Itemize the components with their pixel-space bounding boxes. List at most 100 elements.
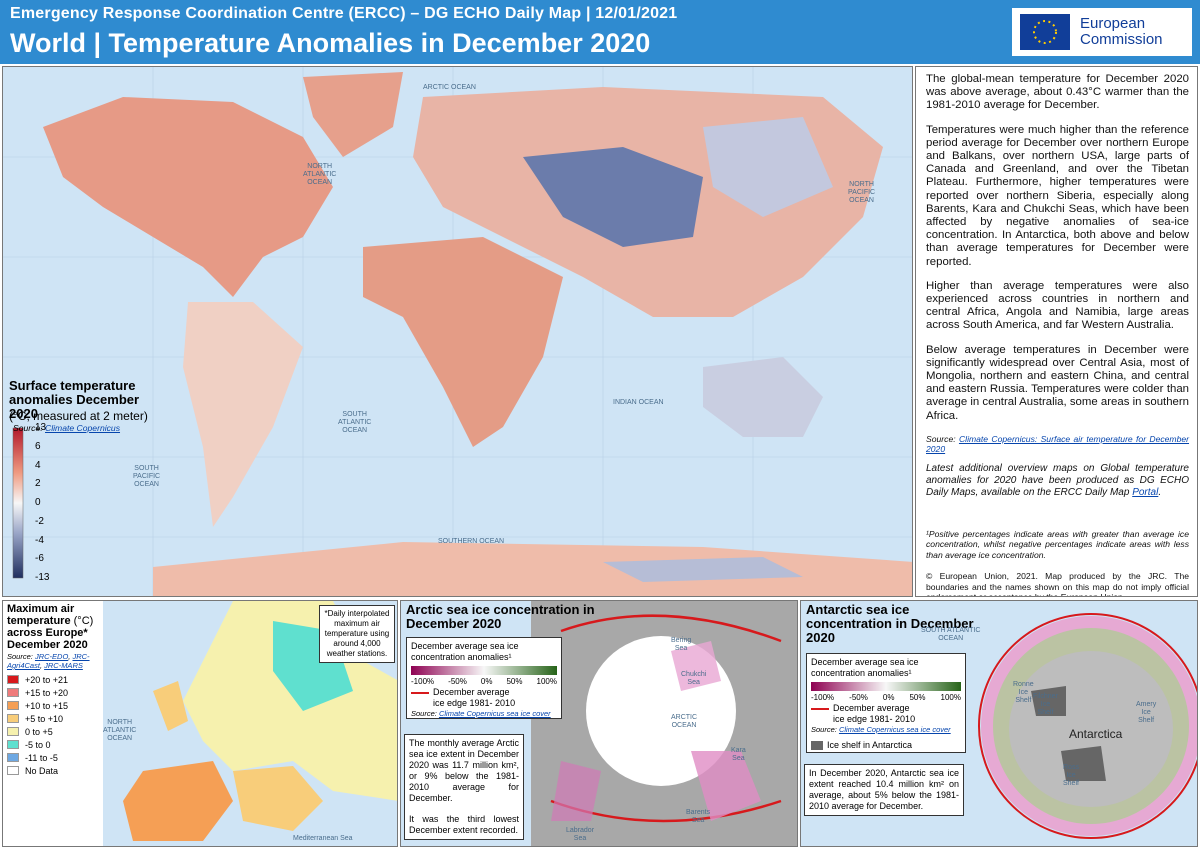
latest-end: . — [1158, 486, 1162, 498]
legend-item: +5 to +10 — [7, 712, 68, 725]
header-line1: Emergency Response Coordination Centre (… — [10, 5, 678, 22]
portal-link[interactable]: Portal — [1132, 486, 1159, 498]
title-unit: (°C) — [73, 615, 94, 627]
map-label: Filchner Ice Shelf — [1033, 693, 1058, 716]
legend-swatch — [7, 740, 19, 749]
panel-title: Arctic sea ice concentration in December… — [406, 602, 595, 631]
map-label: Bering Sea — [671, 637, 692, 652]
edge-label: December average ice edge 1981- 2010 — [833, 703, 916, 724]
legend-label: +5 to +10 — [25, 713, 64, 724]
map-label: Chukchi Sea — [681, 671, 707, 686]
legend-tick: 13 — [35, 422, 47, 433]
map-label: ARCTIC OCEAN — [671, 714, 698, 729]
legend-tick: -13 — [35, 572, 50, 583]
legend-swatch — [7, 675, 19, 684]
legend-tick: 6 — [35, 440, 41, 452]
europe-panel: Maximum air temperature (°C) across Euro… — [2, 600, 398, 847]
ramp-tick: -50% — [849, 693, 868, 702]
ramp-tick: 100% — [940, 693, 961, 702]
legend-item: -11 to -5 — [7, 751, 68, 764]
footnote: ¹Positive percentages indicate areas wit… — [926, 528, 1189, 560]
legend-item: +20 to +21 — [7, 673, 68, 686]
legend-item: -5 to 0 — [7, 738, 68, 751]
source-link[interactable]: JRC-EDO — [34, 652, 69, 661]
legend-tick: -4 — [35, 534, 44, 546]
ec-logo: European Commission — [1012, 8, 1192, 56]
copyright: © European Union, 2021. Map produced by … — [926, 571, 1189, 596]
ocean-label: SOUTH ATLANTIC OCEAN — [338, 411, 372, 434]
legend-label: +20 to +21 — [25, 674, 69, 685]
source-label: Source: — [926, 433, 956, 444]
paragraph: Temperatures were much higher than the r… — [926, 123, 1189, 268]
legend-swatch — [7, 688, 19, 697]
source-label: Source: — [411, 709, 437, 718]
legend-label: No Data — [25, 765, 59, 776]
text-box: The monthly average Arctic sea ice exten… — [404, 734, 524, 840]
legend-swatch — [7, 766, 19, 775]
arctic-map — [531, 601, 797, 846]
map-label: SOUTH ATLANTIC OCEAN — [921, 627, 981, 642]
europe-legend: +20 to +21 +15 to +20 +10 to +15 +5 to +10 0… — [7, 673, 68, 777]
legend-tick: -2 — [35, 515, 44, 527]
legend-item: No Data — [7, 764, 68, 777]
latest-text: Latest additional overview maps on Globa… — [926, 462, 1189, 498]
panel-title: Antarctic sea ice concentration in Decem… — [806, 602, 974, 645]
logo-text: European Commission — [1080, 15, 1163, 48]
source-link[interactable]: JRC-Agri4Cast — [7, 652, 90, 670]
legend-tick: 2 — [35, 478, 41, 490]
source-label: Source: — [811, 725, 837, 734]
edge-label: December average ice edge 1981- 2010 — [433, 687, 516, 708]
legend-item: 0 to +5 — [7, 725, 68, 738]
legend-tick: -6 — [35, 553, 44, 565]
shelf-label: Ice shelf in Antarctica — [827, 739, 913, 750]
source-link[interactable]: Climate Copernicus — [45, 423, 121, 433]
antarctic-map — [978, 613, 1197, 839]
text: It was the third lowest December extent … — [409, 814, 519, 835]
ocean-label: INDIAN OCEAN — [613, 399, 664, 406]
title: across Europe* December 2020 — [7, 627, 88, 651]
legend-label: +15 to +20 — [25, 687, 69, 698]
ramp-tick: 100% — [536, 677, 557, 686]
text-panel: The global-mean temperature for December… — [915, 66, 1198, 597]
color-ramp — [811, 682, 961, 691]
text: The monthly average Arctic sea ice exten… — [409, 738, 519, 803]
source-link[interactable]: Climate Copernicus sea ice cover — [838, 725, 951, 734]
legend-swatch — [7, 701, 19, 710]
legend-tick: 0 — [35, 497, 41, 508]
legend-tick: 4 — [35, 459, 41, 471]
map-graphics — [3, 67, 912, 596]
world-map: ARCTIC OCEAN NORTH ATLANTIC OCEAN NORTH … — [2, 66, 913, 597]
title: Maximum air temperature — [7, 603, 75, 627]
map-label: Kara Sea — [731, 747, 746, 762]
note: *Daily interpolated maximum air temperat… — [319, 605, 395, 663]
text: In December 2020, Antarctic sea ice exte… — [804, 764, 964, 816]
legend-item: +10 to +15 — [7, 699, 68, 712]
paragraph: Higher than average temperatures were al… — [926, 279, 1189, 332]
ocean-label: NORTH PACIFIC OCEAN — [848, 181, 876, 204]
ramp-tick: 0% — [480, 677, 493, 686]
ocean-label: ARCTIC OCEAN — [423, 84, 476, 91]
map-label: Mediterranean Sea — [293, 835, 353, 842]
legend-label: -5 to 0 — [25, 739, 51, 750]
eu-flag — [1020, 14, 1070, 50]
legend-box: December average sea ice concentration a… — [806, 653, 966, 753]
map-label: Ross Ice Shelf — [1063, 764, 1079, 787]
source-label: Source: — [13, 423, 43, 433]
source-link[interactable]: JRC-MARS — [44, 661, 83, 670]
legend-title: Surface temperature anomalies December 2… — [9, 378, 140, 421]
ramp-tick: -100% — [411, 677, 435, 686]
legend-swatch — [7, 714, 19, 723]
ocean-label: SOUTH PACIFIC OCEAN — [133, 465, 161, 488]
antarctic-panel: Antarctic sea ice concentration in Decem… — [800, 600, 1198, 847]
source-label: Source: — [7, 652, 33, 661]
map-label: Amery Ice Shelf — [1136, 701, 1157, 724]
map-label: Antarctica — [1069, 727, 1123, 741]
map-label: NORTH ATLANTIC OCEAN — [103, 719, 137, 742]
ramp-tick: 50% — [909, 693, 926, 702]
legend-title: December average sea ice concentration a… — [811, 657, 919, 678]
legend-label: +10 to +15 — [25, 700, 69, 711]
source-link[interactable]: Climate Copernicus: Surface air temperat… — [926, 433, 1190, 455]
header: Emergency Response Coordination Centre (… — [0, 0, 1200, 64]
source-link[interactable]: Climate Copernicus sea ice cover — [438, 709, 551, 718]
